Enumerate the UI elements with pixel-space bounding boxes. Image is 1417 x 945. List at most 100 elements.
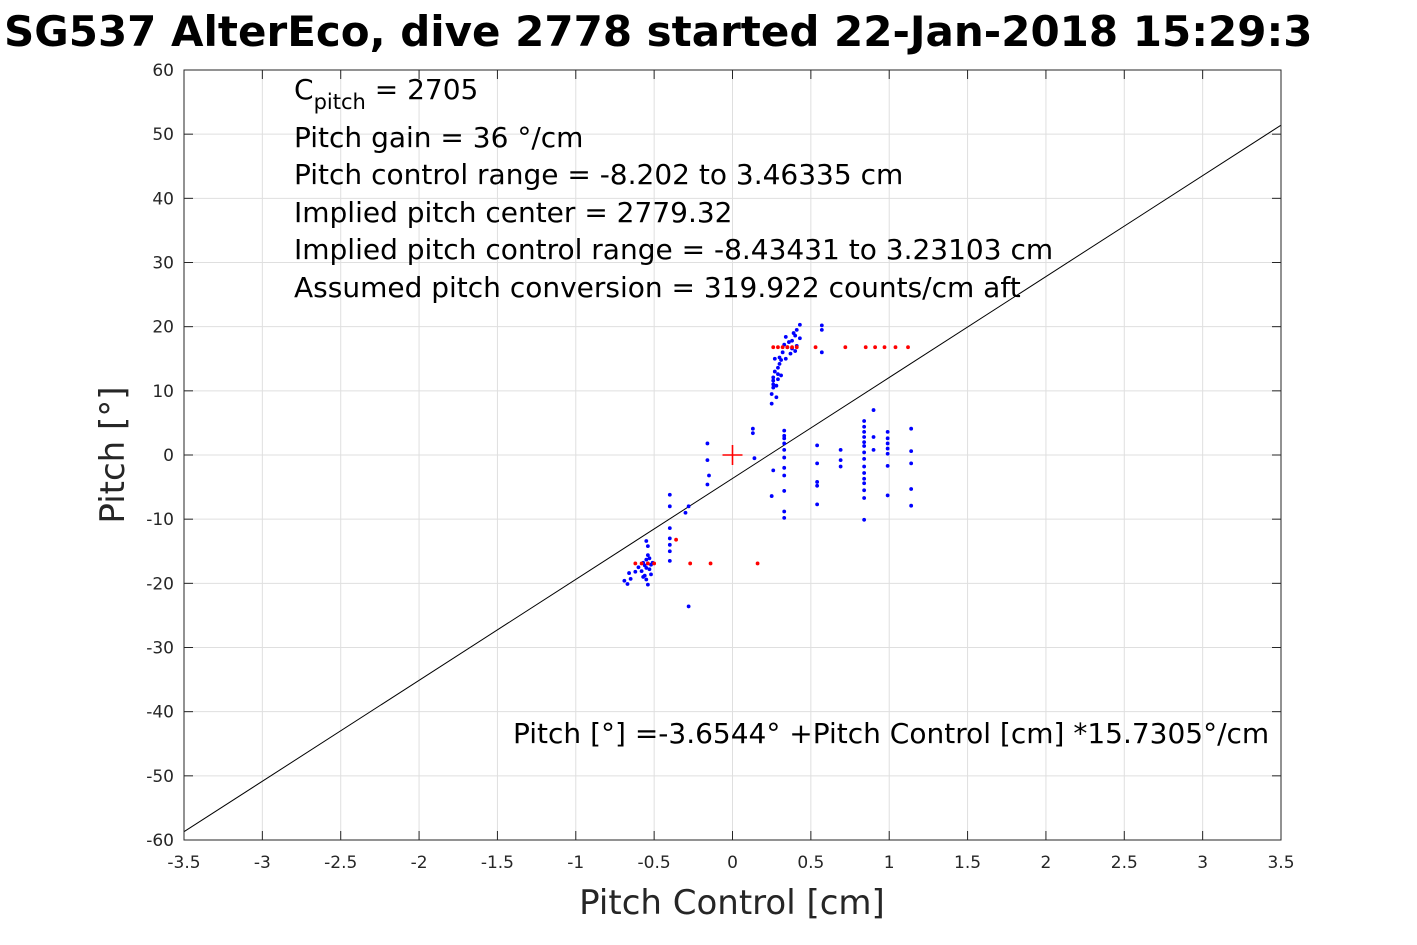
- data-point: [627, 571, 631, 575]
- y-tick-label: -30: [146, 639, 174, 659]
- data-point: [871, 435, 876, 439]
- fit-line: [183, 124, 1282, 833]
- data-point: [838, 447, 843, 452]
- data-point: [667, 526, 672, 531]
- y-tick-label: -60: [146, 831, 174, 851]
- data-point: [777, 361, 782, 366]
- data-point: [636, 565, 641, 570]
- data-point: [705, 482, 710, 487]
- data-point: [774, 383, 779, 388]
- data-point: [645, 561, 650, 566]
- x-tick-label: -3: [254, 853, 271, 873]
- data-point: [794, 345, 799, 350]
- grid-lines: [183, 69, 1282, 841]
- y-tick-label: 50: [152, 125, 174, 145]
- data-point: [776, 372, 780, 377]
- data-point: [862, 440, 867, 445]
- x-tick-label: -0.5: [638, 853, 671, 873]
- data-point: [909, 449, 914, 454]
- data-point: [750, 431, 755, 436]
- fit-equation-annotation: Pitch [°] =-3.6544° +Pitch Control [cm] …: [513, 717, 1269, 750]
- x-tick-labels: -3.5 -3 -2.5 -2 -1.5 -1 -0.5 0 0.5 1 1.5 2 2.5 3 3.5: [167, 853, 1294, 873]
- data-point: [885, 430, 890, 434]
- y-tick-label: -50: [146, 767, 174, 787]
- data-point: [645, 582, 650, 587]
- data-point: [667, 549, 672, 554]
- data-point: [639, 561, 644, 566]
- data-point: [871, 408, 876, 412]
- data-point: [772, 356, 777, 361]
- y-tick-label: 60: [152, 61, 174, 81]
- x-tick-label: 0.5: [797, 853, 824, 873]
- data-point: [707, 473, 711, 478]
- data-point: [909, 461, 914, 466]
- data-point: [862, 456, 867, 461]
- data-point: [815, 480, 820, 484]
- pitch-gain-annotation: Pitch gain = 36 °/cm: [294, 121, 583, 154]
- x-tick-label: 3.5: [1267, 853, 1294, 873]
- y-tick-label: -20: [146, 574, 174, 594]
- data-point: [771, 382, 776, 387]
- data-point: [771, 378, 776, 383]
- data-point: [782, 428, 787, 433]
- x-axis-label: Pitch Control [cm]: [579, 883, 885, 923]
- data-point: [782, 436, 787, 441]
- data-point: [815, 502, 820, 507]
- data-point: [774, 395, 779, 400]
- data-point: [783, 335, 788, 339]
- data-point: [667, 504, 672, 509]
- data-point: [862, 444, 867, 448]
- data-point: [909, 426, 914, 431]
- data-point: [882, 345, 887, 350]
- data-point: [862, 419, 867, 423]
- implied-pitch-range-annotation: Implied pitch control range = -8.43431 t…: [294, 233, 1053, 266]
- data-point: [862, 450, 867, 455]
- y-tick-label: 40: [152, 189, 174, 209]
- x-tick-label: -3.5: [167, 853, 200, 873]
- data-point: [790, 338, 794, 343]
- data-point: [782, 473, 787, 478]
- data-point: [909, 503, 914, 508]
- data-point: [776, 345, 780, 350]
- data-point: [862, 517, 867, 522]
- data-point: [674, 537, 678, 542]
- data-point: [838, 458, 843, 463]
- data-point: [667, 536, 672, 541]
- x-tick-label: 2: [1041, 853, 1052, 873]
- data-point: [785, 345, 790, 350]
- data-point: [647, 567, 652, 572]
- data-point: [862, 476, 867, 481]
- data-point: [797, 336, 802, 341]
- x-tick-label: -2: [411, 853, 428, 873]
- data-point: [787, 340, 791, 344]
- y-tick-labels: -60 -50 -40 -30 -20 -10 0 10 20 30 40 50 60: [146, 61, 174, 851]
- chart-title: SG537 AlterEco, dive 2778 started 22-Jan…: [4, 7, 1312, 56]
- pitch-control-range-annotation: Pitch control range = -8.202 to 3.46335 …: [294, 158, 903, 191]
- data-point: [769, 494, 774, 498]
- data-point: [782, 441, 787, 446]
- data-point: [819, 323, 824, 328]
- data-point: [885, 464, 890, 468]
- data-point: [893, 345, 898, 350]
- data-point: [771, 385, 776, 390]
- data-point: [633, 569, 638, 574]
- data-point: [771, 468, 776, 473]
- data-point: [644, 577, 649, 582]
- data-point: [782, 465, 787, 470]
- data-point: [815, 483, 820, 488]
- data-point: [667, 492, 672, 497]
- data-point: [782, 515, 787, 520]
- data-point: [625, 582, 630, 586]
- x-tick-label: 1: [884, 853, 895, 873]
- data-point: [644, 566, 649, 570]
- y-tick-label: -10: [146, 510, 174, 530]
- data-point: [652, 561, 657, 566]
- data-point: [686, 504, 691, 509]
- data-point: [788, 351, 793, 356]
- axes-box: [183, 69, 1282, 841]
- data-point: [667, 542, 672, 547]
- data-point: [771, 375, 776, 380]
- data-point: [794, 327, 799, 332]
- data-point: [797, 322, 802, 327]
- data-point: [780, 345, 785, 350]
